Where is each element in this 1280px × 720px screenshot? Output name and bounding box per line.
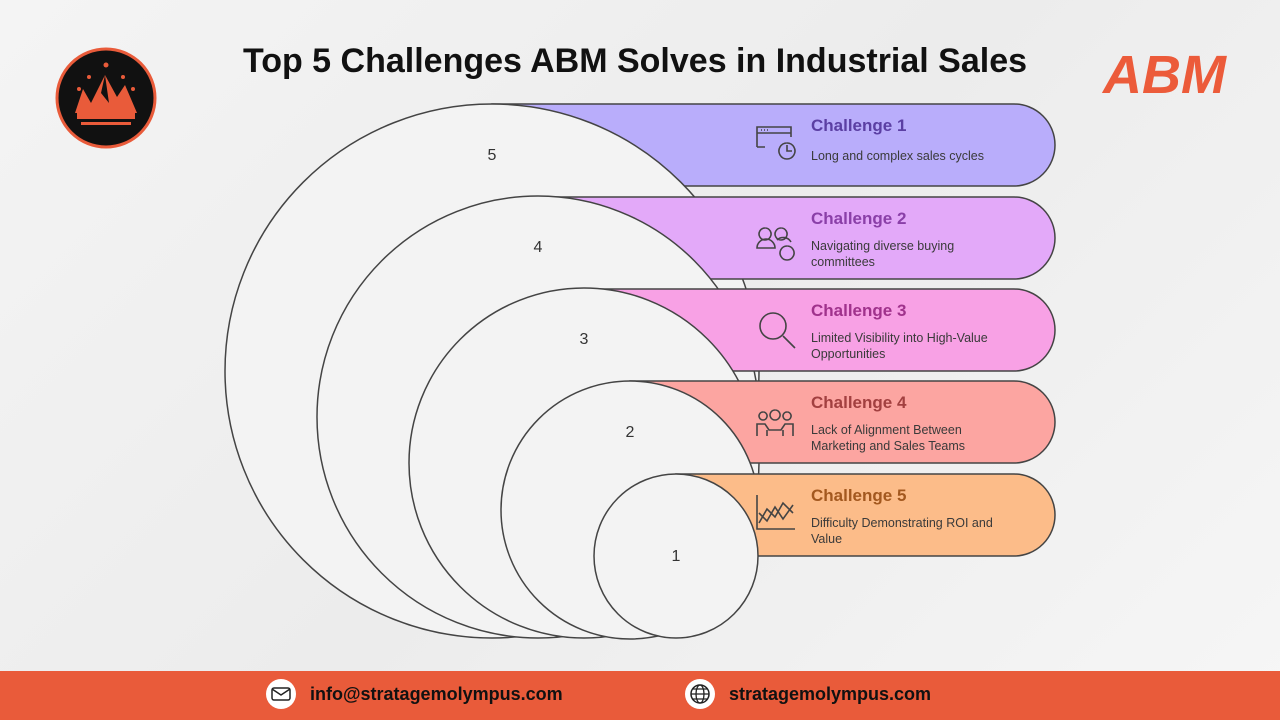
magnifier-icon bbox=[759, 312, 796, 349]
challenge-description: Long and complex sales cycles bbox=[811, 149, 984, 163]
email-text[interactable]: info@stratagemolympus.com bbox=[310, 683, 563, 704]
globe-icon bbox=[685, 679, 715, 709]
rank-number: 3 bbox=[580, 331, 589, 348]
footer: info@stratagemolympus.com stratagemolymp… bbox=[0, 671, 1280, 720]
team-gear-icon bbox=[756, 409, 794, 436]
challenge-description: Opportunities bbox=[811, 347, 885, 361]
brand-logo-text: ABM bbox=[1103, 45, 1226, 105]
challenge-description: Limited Visibility into High-Value bbox=[811, 331, 988, 345]
footer-email[interactable]: info@stratagemolympus.com bbox=[266, 679, 563, 709]
logo bbox=[55, 47, 157, 154]
website-text[interactable]: stratagemolympus.com bbox=[729, 683, 932, 704]
browser-clock-icon bbox=[756, 126, 796, 160]
challenge-description: Difficulty Demonstrating ROI and bbox=[811, 516, 993, 530]
card-shape bbox=[675, 473, 1056, 557]
challenge-title: Challenge 3 bbox=[811, 301, 906, 320]
users-question-icon bbox=[756, 227, 795, 261]
mail-icon bbox=[266, 679, 296, 709]
challenge-description: Marketing and Sales Teams bbox=[811, 439, 965, 453]
challenge-card-5: Challenge 5 Difficulty Demonstrating ROI … bbox=[675, 473, 1056, 557]
rank-number: 1 bbox=[672, 548, 681, 565]
rank-circle-1 bbox=[593, 473, 759, 639]
challenge-title: Challenge 5 bbox=[811, 486, 906, 505]
challenge-title: Challenge 1 bbox=[811, 116, 906, 135]
challenge-description: Lack of Alignment Between bbox=[811, 423, 962, 437]
challenges-diagram: Challenge 1 Long and complex sales cycles… bbox=[224, 103, 1056, 640]
challenge-description: Value bbox=[811, 532, 842, 546]
rank-number: 4 bbox=[534, 239, 543, 256]
page-title: Top 5 Challenges ABM Solves in Industria… bbox=[242, 42, 1028, 80]
challenge-description: committees bbox=[811, 255, 875, 269]
rank-number: 2 bbox=[626, 424, 635, 441]
challenge-title: Challenge 2 bbox=[811, 209, 906, 228]
challenge-title: Challenge 4 bbox=[811, 393, 907, 412]
rank-number: 5 bbox=[488, 147, 497, 164]
line-chart-icon bbox=[756, 495, 795, 530]
challenge-description: Navigating diverse buying bbox=[811, 239, 954, 253]
footer-website[interactable]: stratagemolympus.com bbox=[685, 679, 931, 709]
